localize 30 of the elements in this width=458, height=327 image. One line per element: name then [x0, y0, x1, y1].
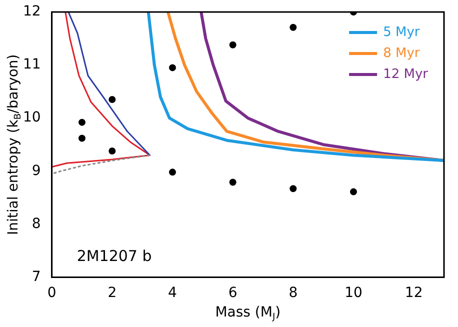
legend-label: 12 Myr: [383, 66, 429, 82]
x-tick-label: 4: [168, 285, 178, 302]
point: [78, 134, 86, 142]
point: [229, 41, 236, 48]
y-tick-label: 12: [22, 4, 41, 20]
y-axis-title: Initial entropy (kB/baryon): [6, 54, 24, 235]
legend-label: 8 Myr: [383, 46, 420, 61]
point: [78, 118, 86, 126]
y-tick-label: 7: [32, 268, 41, 285]
x-tick-label: 8: [288, 285, 298, 302]
point: [229, 178, 236, 186]
point: [108, 147, 116, 154]
annotation: 2M1207 b: [76, 247, 152, 266]
y-tick-label: 11: [22, 56, 41, 73]
x-tick-label: 0: [47, 285, 56, 302]
legend-label: 5 Myr: [383, 24, 420, 40]
point: [108, 96, 116, 104]
point: [168, 64, 176, 72]
y-tick-label: 9: [32, 162, 41, 179]
x-tick-label: 2: [108, 285, 117, 302]
y-tick-label: 8: [32, 216, 41, 232]
point: [290, 24, 297, 31]
point: [350, 188, 357, 196]
point: [168, 168, 176, 176]
y-tick-label: 10: [22, 110, 41, 126]
point: [290, 185, 297, 192]
line-series: [52, 154, 151, 175]
x-tick-label: 12: [404, 285, 423, 302]
x-tick-label: 10: [344, 285, 362, 302]
x-tick-label: 6: [228, 285, 238, 302]
